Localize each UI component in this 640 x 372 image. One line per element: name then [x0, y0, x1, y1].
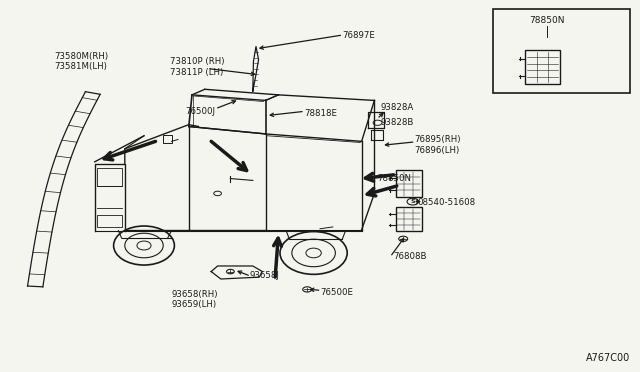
Bar	[396, 207, 422, 231]
Bar	[396, 170, 422, 197]
Text: 78850N: 78850N	[529, 16, 565, 25]
Text: 73580M(RH)
73581M(LH): 73580M(RH) 73581M(LH)	[54, 52, 109, 71]
Text: 76897E: 76897E	[342, 31, 375, 40]
Text: 76500E: 76500E	[320, 288, 353, 296]
Text: 76808B: 76808B	[394, 252, 427, 261]
Text: A767C00: A767C00	[586, 353, 630, 363]
Text: 73810P (RH)
73811P (LH): 73810P (RH) 73811P (LH)	[170, 57, 224, 77]
Bar	[525, 50, 560, 84]
Text: 08540-51608: 08540-51608	[417, 198, 476, 207]
Text: 78850N: 78850N	[378, 174, 412, 183]
Text: 78818E: 78818E	[304, 109, 337, 118]
Bar	[493, 9, 630, 93]
Text: S: S	[410, 199, 415, 204]
Text: 93828A: 93828A	[381, 103, 414, 112]
Text: 93658J: 93658J	[250, 271, 280, 280]
Text: 76500J: 76500J	[186, 107, 216, 116]
Text: 93828B: 93828B	[381, 118, 414, 127]
Bar	[97, 215, 122, 227]
Text: 93658(RH)
93659(LH): 93658(RH) 93659(LH)	[172, 290, 218, 309]
Bar	[163, 135, 172, 143]
Text: 76895(RH)
76896(LH): 76895(RH) 76896(LH)	[415, 135, 461, 155]
Bar	[97, 168, 122, 186]
